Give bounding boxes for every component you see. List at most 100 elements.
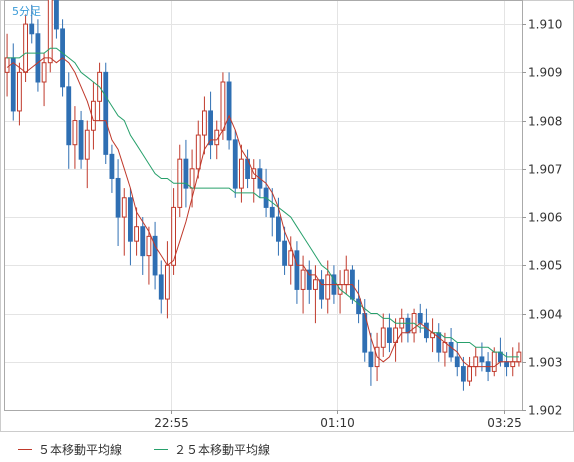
candle-body-down	[128, 197, 133, 242]
y-tick-label: 1.905	[528, 259, 562, 273]
candle-body-down	[158, 274, 164, 300]
candle-body-up	[189, 168, 195, 189]
plot-area	[4, 0, 523, 411]
candle-body-up	[134, 226, 139, 242]
candle-body-down	[306, 269, 312, 290]
candle-body-down	[461, 366, 466, 382]
candle-body-up	[491, 351, 497, 372]
candle-body-up	[121, 197, 127, 218]
legend: ５本移動平均線 ２５本移動平均線	[0, 432, 574, 462]
candle-body-up	[195, 134, 201, 170]
candlestick	[294, 241, 300, 304]
x-tick-label: 01:10	[320, 416, 355, 430]
candle-body-down	[294, 250, 300, 290]
candle-body-up	[510, 361, 516, 368]
x-axis-ticks: 22:55 01:10 03:25	[154, 410, 522, 430]
candle-body-up	[288, 250, 294, 266]
candlestick	[29, 4, 35, 44]
candle-body-up	[380, 327, 386, 348]
candle-body-down	[226, 81, 232, 141]
candle-body-down	[54, 0, 59, 30]
y-axis-ticks: 1.902 1.903 1.904 1.905 1.906 1.907 1.908 1.909…	[522, 18, 562, 418]
y-tick-label: 1.910	[528, 18, 562, 32]
candlestick	[208, 91, 213, 160]
candle-body-down	[35, 33, 41, 83]
candle-body-down	[152, 235, 158, 276]
y-tick-label: 1.904	[528, 308, 562, 322]
candle-body-down	[66, 86, 72, 146]
candlestick	[319, 270, 324, 309]
legend-swatch-ma25	[154, 449, 168, 450]
candlestick	[424, 308, 429, 343]
candle-body-up	[23, 23, 28, 73]
candlestick	[288, 236, 294, 285]
candle-body-down	[368, 351, 374, 368]
candle-body-down	[387, 327, 392, 343]
candle-body-up	[84, 129, 90, 160]
y-tick-label: 1.903	[528, 356, 562, 370]
candlestick	[461, 356, 466, 391]
candle-body-down	[436, 332, 442, 353]
candle-body-up	[313, 279, 318, 290]
candle-body-up	[41, 62, 47, 83]
candle-body-down	[479, 356, 485, 363]
candle-body-down	[454, 356, 460, 368]
candle-body-up	[343, 269, 349, 286]
candlestick	[4, 33, 10, 97]
candlestick	[448, 328, 454, 362]
candlestick	[152, 221, 158, 290]
legend-item-ma5: ５本移動平均線	[18, 441, 122, 458]
candle-body-down	[103, 71, 109, 155]
candlestick	[115, 159, 121, 246]
candle-body-up	[467, 366, 472, 382]
candlestick	[72, 106, 78, 169]
candle-body-up	[239, 158, 244, 189]
candle-body-up	[146, 235, 152, 257]
candlestick	[66, 72, 72, 169]
y-tick-label: 1.908	[528, 115, 562, 129]
y-tick-label: 1.906	[528, 211, 562, 225]
candlestick	[387, 313, 392, 353]
period-label: 5分足	[12, 5, 41, 18]
candle-body-down	[29, 23, 35, 35]
candlestick	[121, 188, 127, 256]
candle-body-down	[269, 206, 275, 218]
candlestick	[368, 332, 374, 386]
y-tick-label: 1.902	[528, 404, 562, 418]
candlestick	[140, 217, 146, 275]
candle-body-up	[300, 269, 306, 290]
candlestick	[282, 226, 287, 275]
x-tick-label: 22:55	[154, 416, 189, 430]
candle-body-down	[405, 317, 411, 334]
candle-body-down	[140, 226, 146, 257]
candlestick	[380, 313, 386, 357]
candle-body-down	[356, 298, 361, 315]
y-tick-label: 1.909	[528, 66, 562, 80]
candlestick	[109, 144, 115, 193]
candle-body-up	[171, 206, 176, 266]
candlestick	[41, 53, 47, 107]
candle-body-down	[276, 216, 281, 242]
candlestick	[325, 260, 331, 314]
candle-body-down	[109, 153, 115, 179]
candle-body-down	[424, 322, 429, 339]
candle-body-up	[47, 0, 53, 64]
candlestick	[128, 188, 133, 266]
candle-body-down	[232, 139, 238, 189]
candle-body-down	[504, 361, 509, 368]
candle-body-up	[325, 274, 331, 300]
candlestick	[103, 62, 109, 164]
candlestick	[35, 19, 41, 92]
candlestick	[306, 260, 312, 304]
chart: 1.902 1.903 1.904 1.905 1.906 1.907 1.908 1.909…	[0, 0, 574, 432]
candle-body-down	[319, 279, 324, 300]
candle-body-down	[208, 110, 213, 146]
candlestick	[134, 207, 139, 256]
candle-body-up	[473, 356, 479, 368]
candle-body-down	[417, 313, 423, 324]
candlestick	[17, 62, 22, 126]
x-tick-label: 03:25	[487, 416, 522, 430]
candlestick	[84, 120, 90, 189]
ma25-line	[7, 47, 519, 358]
legend-label-ma5: ５本移動平均線	[38, 443, 123, 457]
